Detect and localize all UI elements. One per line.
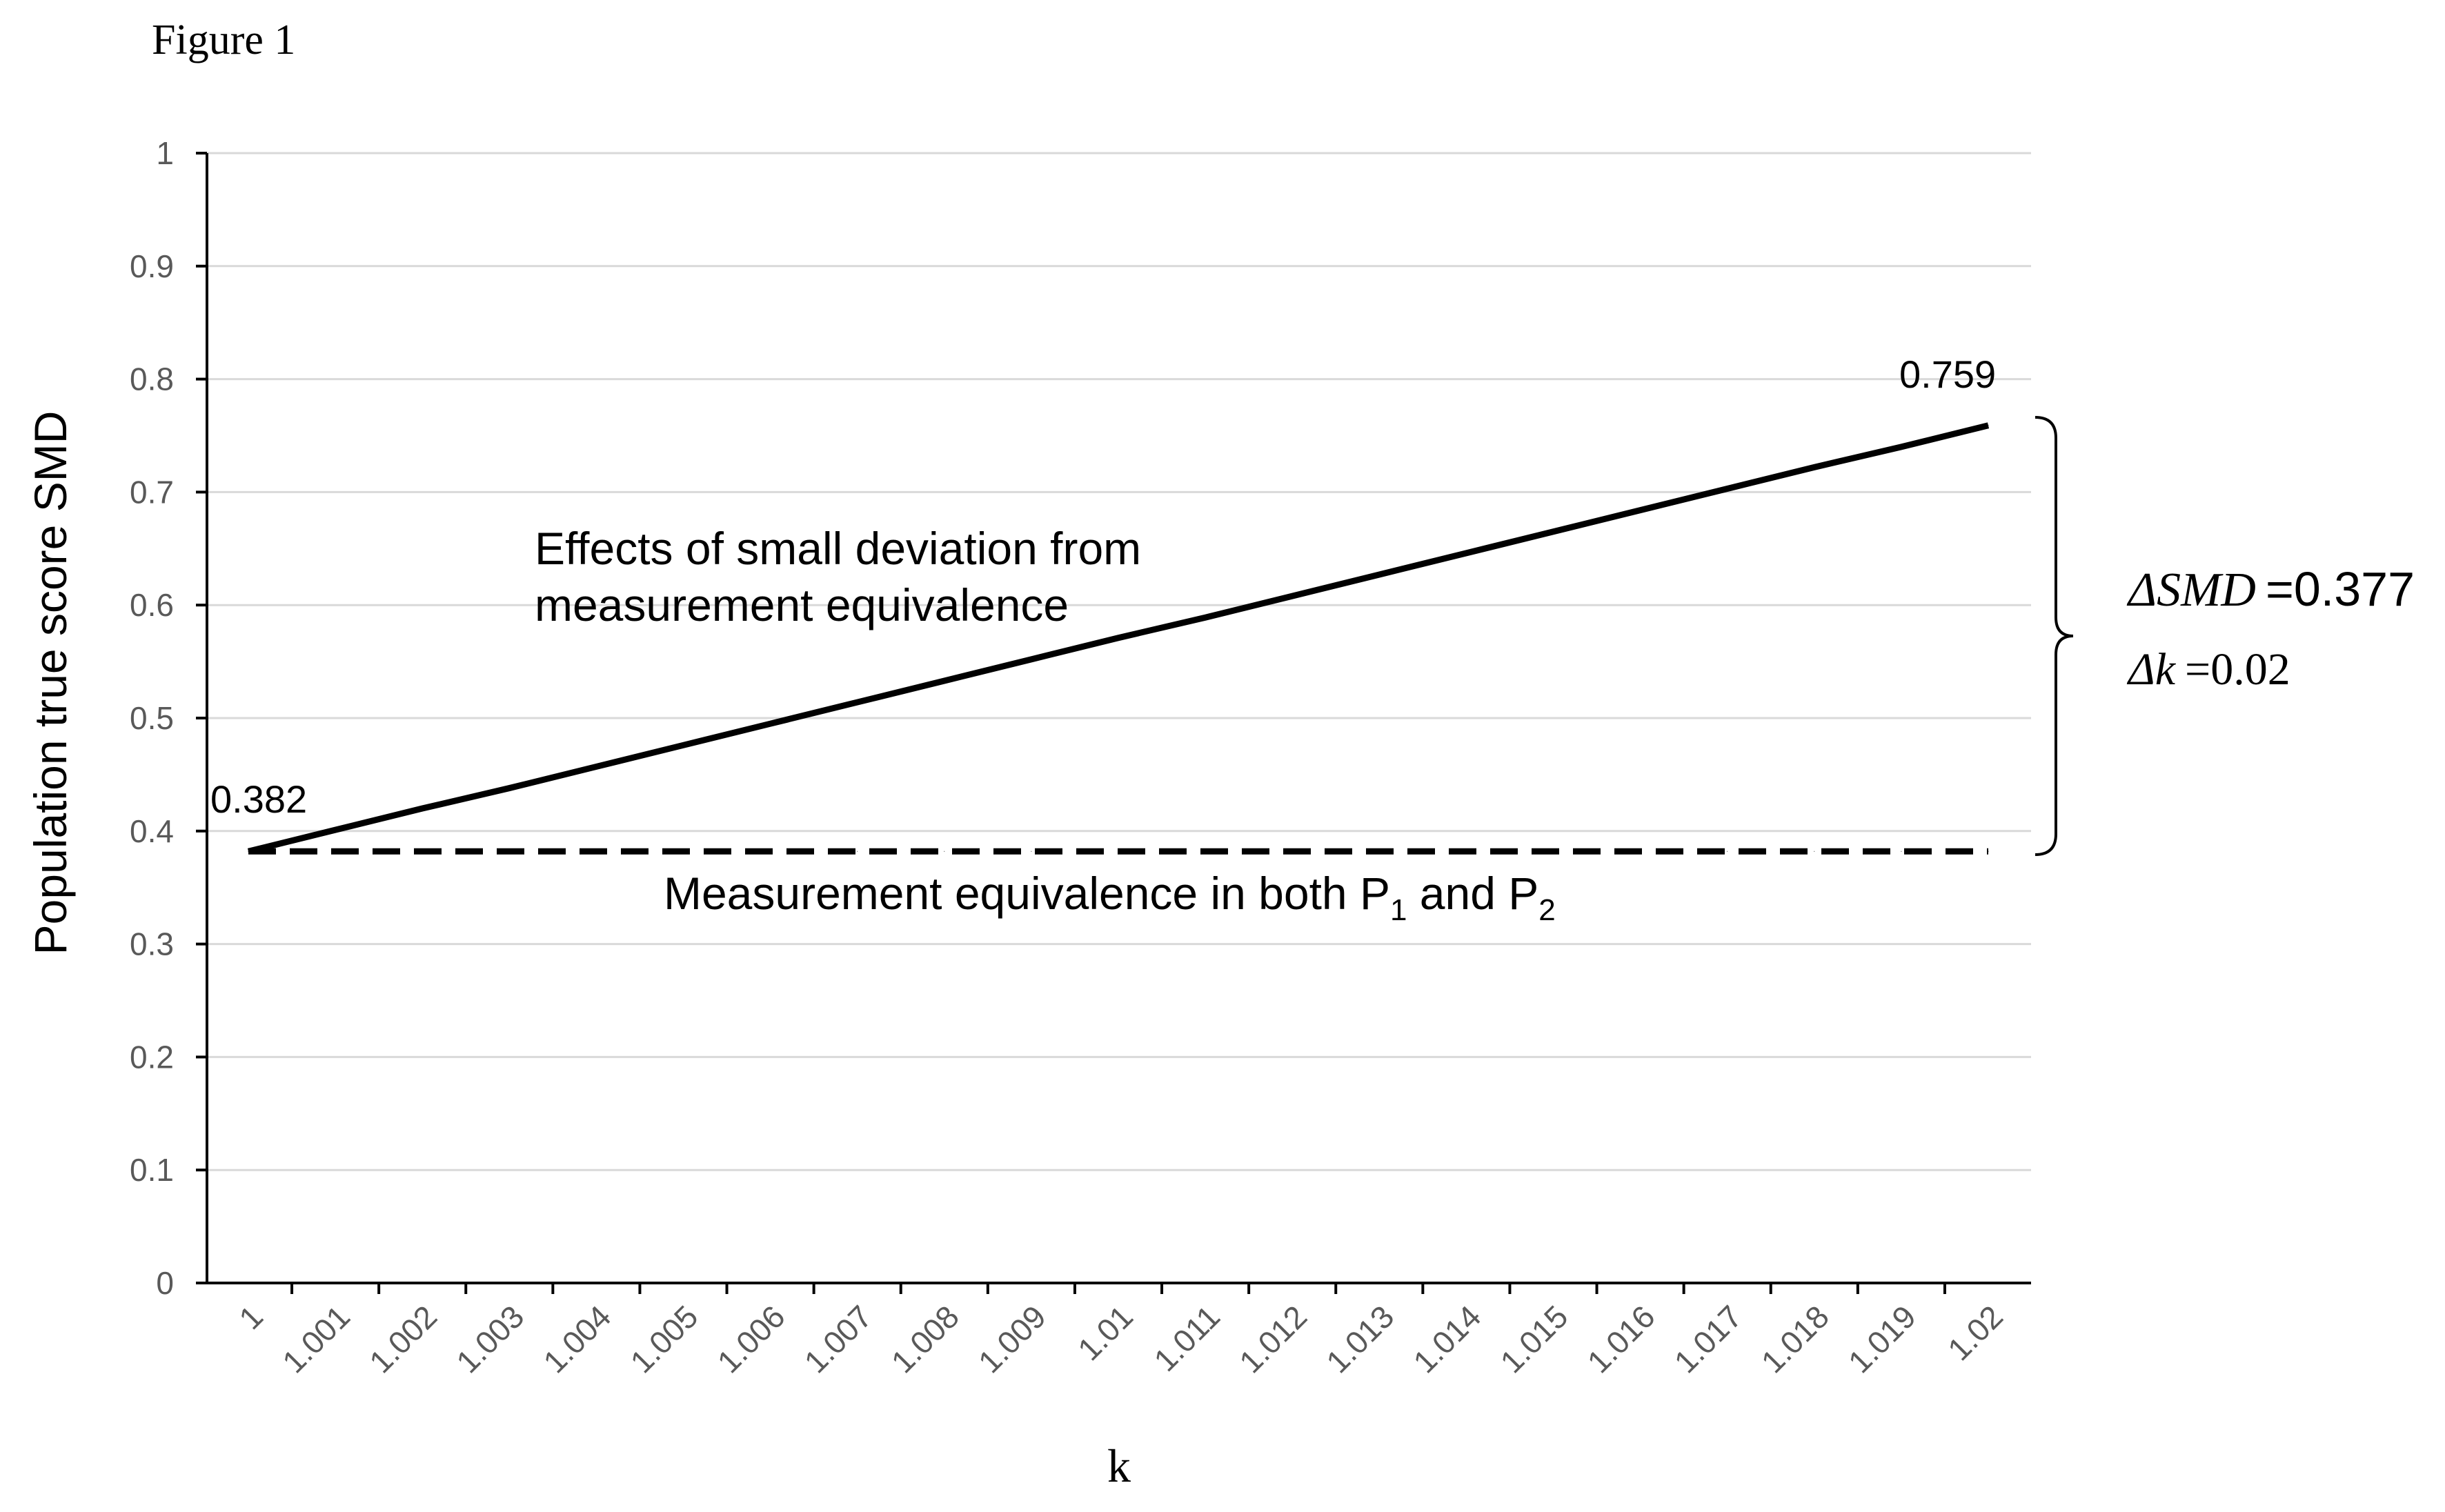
y-tick-label: 0.8 [130,361,174,397]
data-point [1205,617,1206,618]
equivalence-subscript-2: 2 [1538,893,1555,927]
data-point [1988,850,1989,852]
delta-smd-label: ΔSMD [2126,564,2256,617]
data-point [1118,850,1119,852]
x-tick-label: 1.014 [1406,1298,1487,1380]
x-tick-label: 1.003 [449,1298,531,1380]
delta-k-value: =0.02 [2185,644,2290,695]
data-point [595,850,597,852]
data-point [1205,850,1206,852]
x-tick-label: 1.006 [710,1298,791,1380]
deviation-annotation-line2: measurement equivalence [535,579,1069,630]
deviation-solid-line [247,422,1990,855]
x-tick-label: 1.019 [1841,1298,1923,1380]
y-tick-label: 0.6 [130,587,174,623]
data-point [1553,850,1554,852]
x-tick-label: 1.012 [1232,1298,1314,1380]
data-point [1553,531,1554,533]
y-axis-label: Population true score SMD [25,411,76,955]
y-tick-label: 0.2 [130,1039,174,1075]
x-tick-label: 1.01 [1071,1298,1140,1367]
x-tick-label: 1.001 [275,1298,357,1380]
gridlines [207,152,2031,1171]
data-point [770,850,771,852]
data-point [1727,850,1728,852]
delta-k-label: Δk [2126,644,2177,695]
x-tick-label: 1 [232,1298,270,1336]
data-point [1640,850,1641,852]
data-point [683,850,684,852]
end-value-label: 0.759 [1899,352,1996,396]
difference-brace [2035,416,2074,856]
data-point [335,850,336,852]
y-tick-label: 0.5 [130,700,174,736]
start-value-label: 0.382 [210,777,307,821]
equivalence-and: and P [1407,868,1538,919]
delta-smd-annotation: ΔSMD =0.377 [2126,562,2415,617]
x-axis-label: k [1107,1440,1131,1492]
y-tick-label: 0.3 [130,926,174,962]
x-tick-label: 1.007 [798,1298,879,1380]
x-tick-label: 1.015 [1493,1298,1574,1380]
delta-k-annotation: Δk =0.02 [2126,644,2290,695]
x-tick-label: 1.002 [362,1298,444,1380]
data-point [1378,850,1380,852]
data-point [248,850,249,852]
data-point [1291,850,1293,852]
data-point [1988,425,1989,426]
x-tick-label: 1.016 [1580,1298,1661,1380]
figure-label: Figure 1 [152,17,295,63]
series-lines [247,422,1990,855]
x-tick-label: 1.02 [1941,1298,2010,1367]
y-tick-label: 0.7 [130,474,174,510]
x-tick-label: 1.008 [884,1298,966,1380]
data-point [422,808,423,809]
delta-smd-value: =0.377 [2266,562,2415,616]
x-tick-label: 1.004 [536,1298,617,1380]
equivalence-subscript-1: 1 [1390,893,1407,927]
data-point [595,766,597,767]
x-tick-label: 1.017 [1667,1298,1749,1380]
x-tick-label: 1.018 [1754,1298,1836,1380]
y-axis-ticks: 0 0.1 0.2 0.3 0.4 0.5 0.6 0.7 0.8 0.9 1 [130,135,207,1301]
data-point [1291,595,1293,597]
x-tick-label: 1.009 [971,1298,1053,1380]
y-tick-label: 0.4 [130,813,174,849]
data-point [1378,574,1380,575]
data-point [422,850,423,852]
data-point [857,702,858,703]
y-tick-label: 0 [156,1265,174,1301]
deviation-annotation-line1: Effects of small deviation from [535,523,1141,574]
x-tick-label: 1.011 [1147,1298,1227,1378]
equivalence-text: Measurement equivalence in both P [664,868,1390,919]
data-point [1727,488,1728,489]
x-tick-label: 1.005 [623,1298,704,1380]
data-point [508,850,510,852]
y-tick-label: 0.9 [130,248,174,284]
data-point [1465,850,1467,852]
y-tick-label: 1 [156,135,174,171]
x-tick-label: 1.013 [1319,1298,1400,1380]
equivalence-annotation: Measurement equivalence in both P1 and P… [664,868,1556,927]
data-point [857,850,858,852]
y-tick-label: 0.1 [130,1152,174,1188]
data-point [1118,637,1119,639]
x-axis-ticks: 1 1.001 1.002 1.003 1.004 1.005 1.006 1.007 1.00… [232,1283,2010,1380]
data-point [683,744,684,746]
